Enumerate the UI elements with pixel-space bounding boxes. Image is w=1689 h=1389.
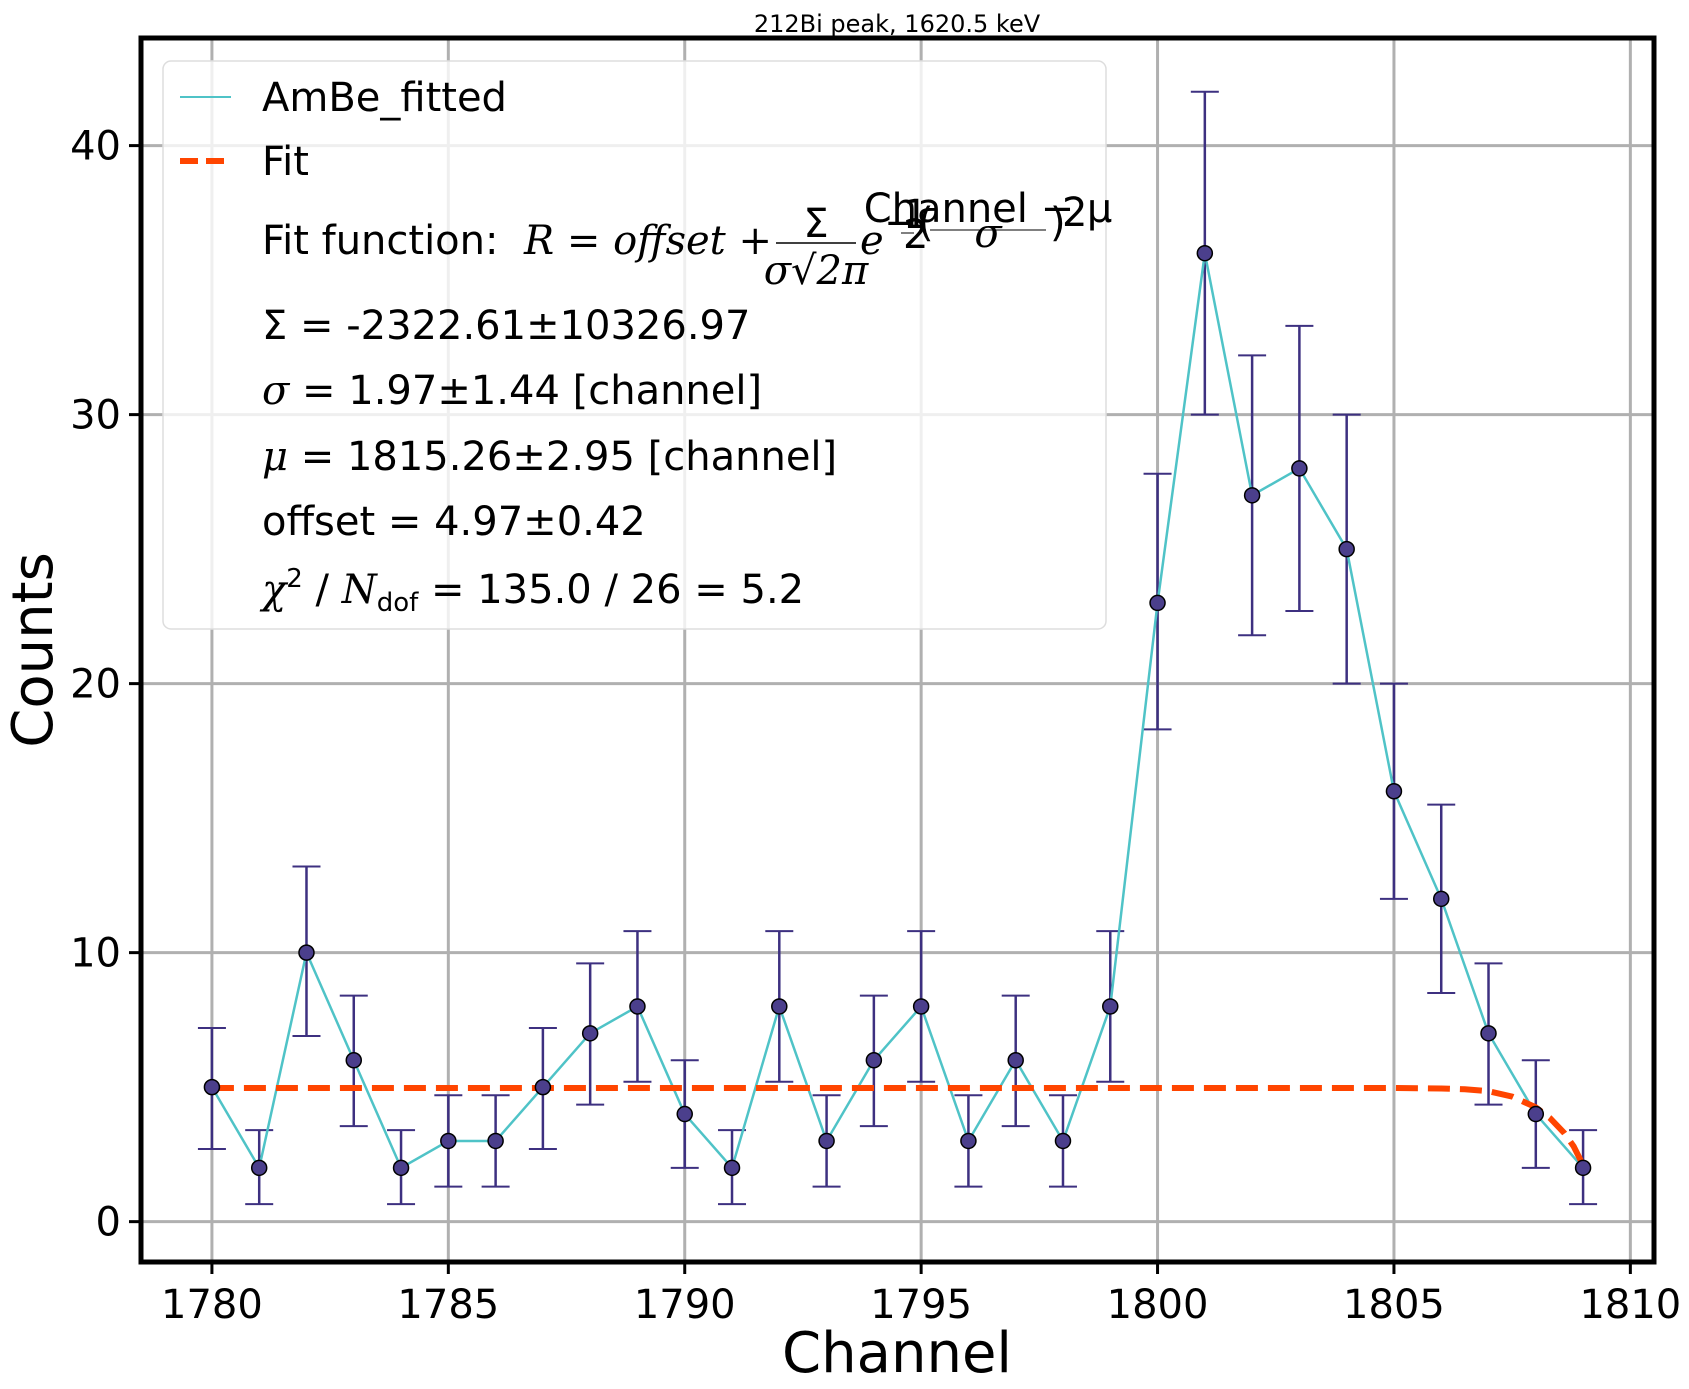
legend-sigma-symbol: σ [262,368,291,414]
data-point [912,998,930,1015]
data-point [865,1051,883,1069]
fit-function-num: Σ [803,201,828,247]
data-point [1432,890,1450,908]
fit-function-exp-rparen: ) [1050,200,1066,246]
legend-ndof-sub: dof [377,588,419,618]
data-point [534,1078,552,1096]
legend-chi-power: 2 [286,564,303,594]
legend-ndof-symbol: N [341,567,379,613]
fit-function-e: e [860,218,884,264]
fit-function-exp-half-num: 1 [903,192,928,238]
fit-function-exp-frac-den: σ [974,211,1003,257]
data-point [676,1105,693,1123]
data-point [723,1159,741,1177]
legend-box [162,60,1107,630]
legend-chi2: χ2 / Ndof = 135.0 / 26 = 5.2 [259,564,804,618]
x-tick-label: 1810 [1579,1282,1681,1328]
legend-sigma-value: = 1.97±1.44 [channel] [289,368,762,414]
series-layer [197,90,1598,1206]
legend: AmBe_fitted Fit Fit function: R = offset… [162,60,1112,630]
data-point [1007,1051,1024,1069]
legend-mu: μ = 1815.26±2.95 [channel] [262,434,837,480]
data-point [1385,782,1403,800]
fit-function-den: σ√2π [764,248,869,294]
legend-chi-slash: / [303,567,342,613]
fit-function-exp-half-den: 2 [903,212,928,258]
fit-function-exp-prefix: − [884,200,918,246]
legend-entry-data: AmBe_fitted [262,75,507,121]
y-axis-label: Counts [1,552,66,747]
legend-chi-value: = 135.0 / 26 = 5.2 [418,567,804,613]
tick-layer: 1780 1785 1790 1795 1800 1805 1810 0 10 20 30 40 [70,124,1681,1328]
legend-sigma: σ = 1.97±1.44 [channel] [262,368,762,414]
data-point [1243,487,1261,504]
data-point [1149,594,1166,612]
fit-curve [211,1084,1586,1167]
fit-function-exp-frac-num: Channel − μ [864,186,1113,232]
fit-function-exp-lparen: ( [918,200,934,246]
y-tick-label: 10 [70,931,121,977]
data-point [203,1078,221,1096]
x-tick-label: 1785 [397,1282,499,1328]
fit-function-exp-power: 2 [1062,190,1087,236]
data-point [818,1132,835,1150]
x-tick-label: 1800 [1107,1282,1209,1328]
data-line [210,252,1585,1172]
data-point [771,998,788,1015]
data-point [1102,998,1119,1015]
x-tick-label: 1795 [870,1282,972,1328]
plot-frame [138,35,1657,1265]
data-point [345,1051,363,1069]
legend-chi-symbol: χ [259,567,289,613]
fit-function-lhs: R = offset + [523,218,772,264]
legend-mu-symbol: μ [262,434,288,480]
x-tick-label: 1790 [634,1282,736,1328]
data-point [250,1159,268,1177]
chart-title: 212Bi peak, 1620.5 keV [754,10,1041,38]
legend-sigma-sum: Σ = -2322.61±10326.97 [262,303,750,349]
legend-fit-function: Fit function: R = offset + Σ σ√2π e − 1 … [262,186,1112,294]
data-point [629,998,646,1015]
y-tick-label: 40 [70,124,121,170]
data-point [440,1132,457,1150]
data-point [298,944,315,961]
data-point [1196,244,1214,262]
data-point [1338,540,1355,558]
y-tick-label: 20 [70,662,121,708]
x-axis-label: Channel [782,1321,1012,1386]
x-tick-label: 1780 [161,1282,263,1328]
legend-mu-value: = 1815.26±2.95 [channel] [288,434,837,480]
y-tick-label: 30 [70,393,121,439]
legend-entry-fit: Fit [262,139,309,185]
data-point [1054,1132,1072,1150]
data-point [1574,1159,1592,1177]
fit-function-label: Fit function: [262,218,498,264]
data-point [1291,460,1308,477]
data-point [581,1025,599,1042]
x-tick-label: 1805 [1343,1282,1445,1328]
legend-offset: offset = 4.97±0.42 [262,499,646,545]
data-point [1527,1105,1545,1123]
data-point [487,1132,504,1150]
data-point [392,1159,410,1177]
data-point [1480,1025,1497,1042]
data-point [960,1132,977,1150]
y-tick-label: 0 [96,1200,121,1246]
